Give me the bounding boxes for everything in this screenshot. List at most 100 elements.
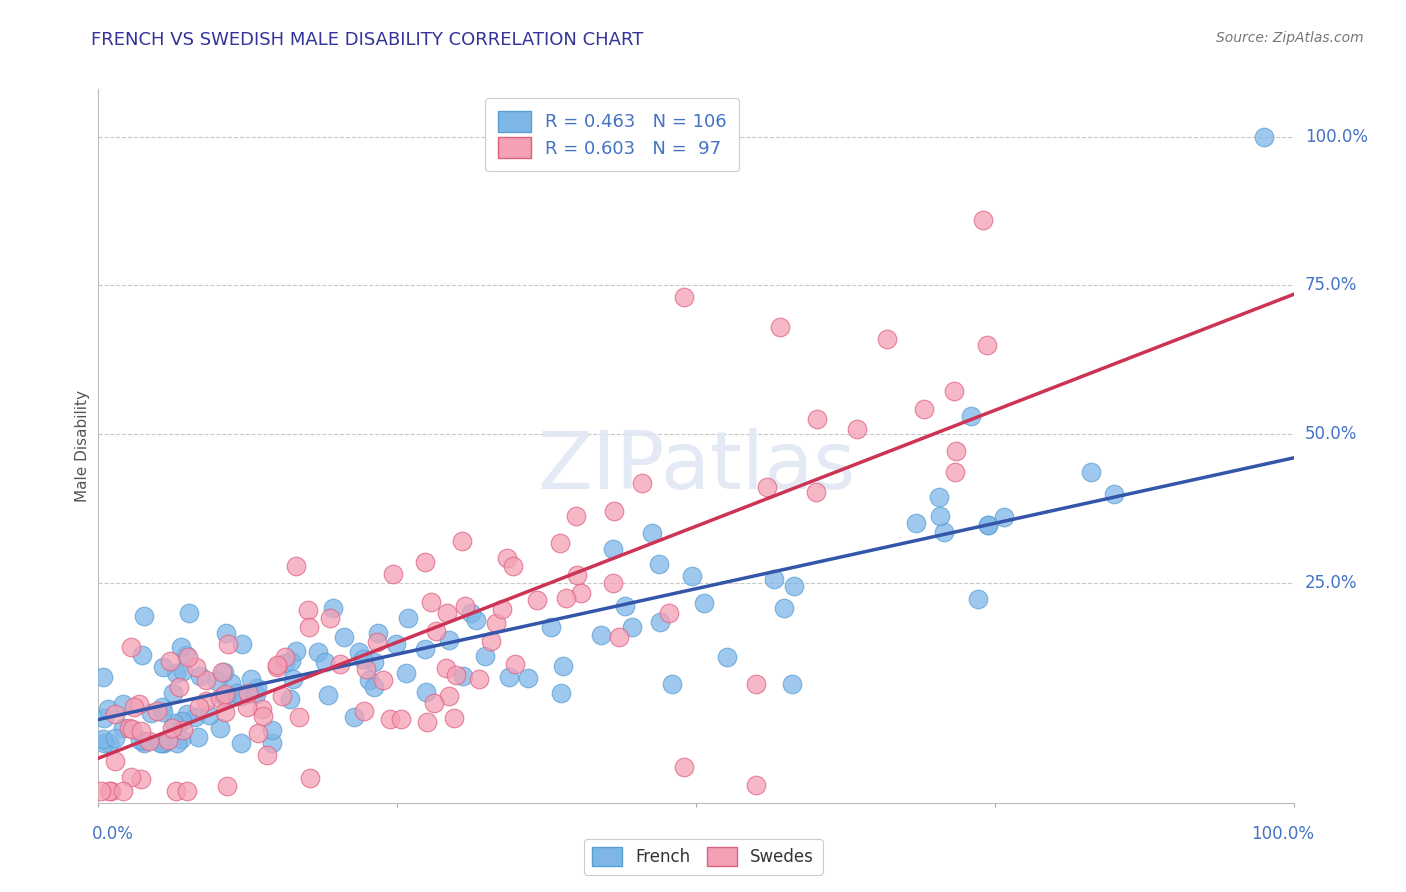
Point xyxy=(329,657,352,671)
Point xyxy=(297,603,319,617)
Point xyxy=(912,401,935,416)
Point xyxy=(716,650,738,665)
Point xyxy=(1104,486,1126,500)
Point xyxy=(806,412,828,426)
Point xyxy=(187,700,209,714)
Point xyxy=(217,690,239,704)
Point xyxy=(474,649,496,664)
Point xyxy=(363,681,385,695)
Point xyxy=(167,680,190,694)
Point xyxy=(156,733,179,747)
Point xyxy=(165,666,187,681)
Point xyxy=(763,573,786,587)
Point xyxy=(359,673,381,687)
Point xyxy=(176,707,198,722)
Point xyxy=(366,634,388,648)
Point xyxy=(322,601,344,615)
Point xyxy=(319,611,342,625)
Point xyxy=(229,689,252,703)
Point xyxy=(745,778,768,792)
Point xyxy=(176,784,198,798)
Point xyxy=(266,659,288,673)
Point xyxy=(967,592,990,607)
Point xyxy=(198,707,221,722)
Point xyxy=(129,723,152,738)
Point xyxy=(271,689,294,703)
Point xyxy=(134,733,156,747)
Point xyxy=(284,559,307,574)
Point xyxy=(212,665,235,679)
Point xyxy=(172,723,194,737)
Point xyxy=(602,541,624,556)
Y-axis label: Male Disability: Male Disability xyxy=(75,390,90,502)
Point xyxy=(755,480,778,494)
Point xyxy=(195,694,218,708)
Point xyxy=(208,691,231,706)
Point xyxy=(214,705,236,719)
Point xyxy=(150,700,173,714)
Point xyxy=(444,668,467,682)
Point xyxy=(780,677,803,691)
Point xyxy=(693,596,716,610)
Point xyxy=(169,732,191,747)
Point xyxy=(460,606,482,620)
Point xyxy=(564,508,586,523)
Point xyxy=(118,721,141,735)
Point xyxy=(207,673,229,688)
Point xyxy=(498,670,520,684)
Point xyxy=(214,690,236,704)
Point xyxy=(120,770,142,784)
Point xyxy=(285,644,308,658)
Point xyxy=(550,686,572,700)
Point xyxy=(184,710,207,724)
Point xyxy=(138,733,160,747)
Point xyxy=(496,550,519,565)
Point xyxy=(343,710,366,724)
Point xyxy=(932,524,955,539)
Point xyxy=(97,702,120,716)
Text: FRENCH VS SWEDISH MALE DISABILITY CORRELATION CHART: FRENCH VS SWEDISH MALE DISABILITY CORREL… xyxy=(91,31,644,49)
Point xyxy=(485,616,508,631)
Point xyxy=(316,688,339,702)
Point xyxy=(250,702,273,716)
Point xyxy=(174,648,197,662)
Point xyxy=(152,660,174,674)
Point xyxy=(146,704,169,718)
Point xyxy=(111,697,134,711)
Point xyxy=(98,784,121,798)
Point xyxy=(246,681,269,695)
Point xyxy=(93,711,115,725)
Point xyxy=(260,736,283,750)
Point xyxy=(194,673,217,687)
Point xyxy=(153,736,176,750)
Point xyxy=(128,697,150,711)
Point xyxy=(436,606,458,620)
Point xyxy=(162,686,184,700)
Point xyxy=(631,475,654,490)
Point xyxy=(132,609,155,624)
Point xyxy=(551,658,574,673)
Point xyxy=(299,772,322,786)
Point xyxy=(367,626,389,640)
Point xyxy=(93,736,115,750)
Point xyxy=(229,736,252,750)
Point xyxy=(783,579,806,593)
Text: ZIPatlas: ZIPatlas xyxy=(537,428,855,507)
Point xyxy=(425,624,447,639)
Point xyxy=(252,708,274,723)
Point xyxy=(225,685,247,699)
Point xyxy=(396,611,419,625)
Point xyxy=(943,466,966,480)
Point xyxy=(274,650,297,665)
Text: 0.0%: 0.0% xyxy=(91,825,134,843)
Point xyxy=(502,559,524,574)
Point xyxy=(93,669,115,683)
Point xyxy=(413,555,436,569)
Point xyxy=(150,736,173,750)
Point xyxy=(104,731,127,746)
Point xyxy=(673,290,696,304)
Point xyxy=(170,640,193,654)
Point xyxy=(972,213,994,227)
Point xyxy=(172,664,194,678)
Point xyxy=(266,657,288,672)
